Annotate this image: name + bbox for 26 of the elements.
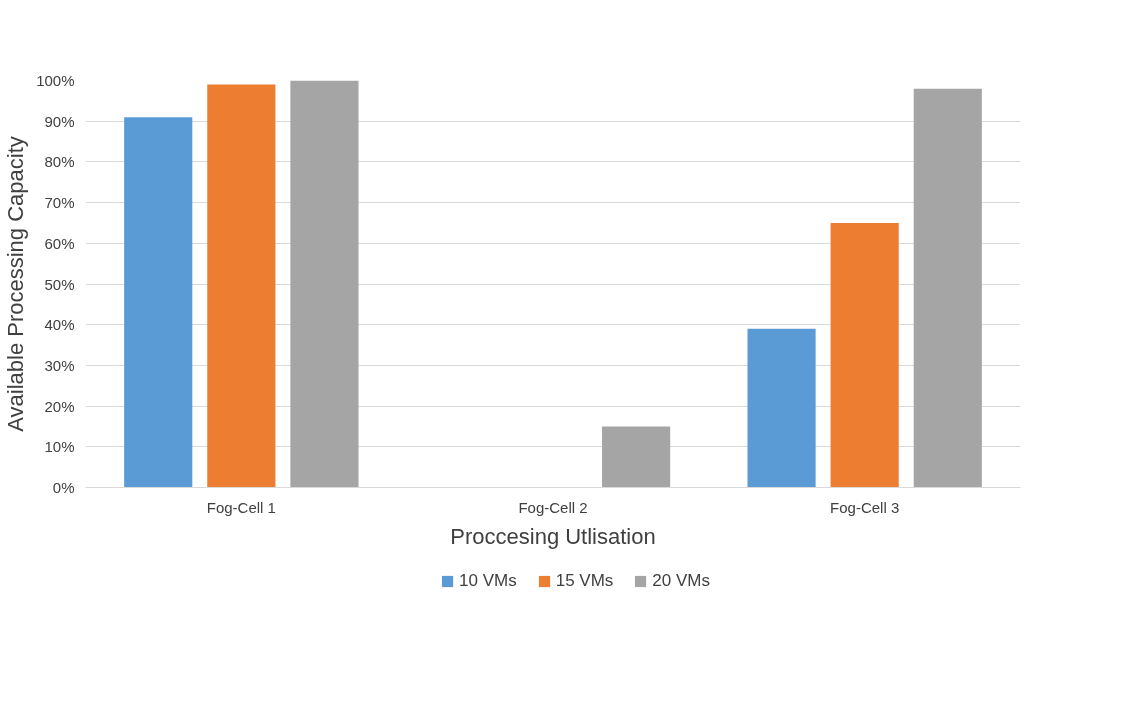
bar [124,117,193,488]
legend-label: 15 VMs [555,571,614,591]
y-tick-label: 70% [44,194,75,212]
y-tick-label: 0% [52,479,75,496]
legend-label: 20 VMs [652,571,710,591]
y-tick-label: 100% [36,72,75,89]
x-axis-title: Proccesing Utlisation [450,523,656,549]
bar [747,328,816,488]
x-tick-label: Fog-Cell 3 [830,498,900,516]
bar [207,84,276,488]
legend-label: 10 VMs [459,571,517,591]
y-tick-label: 50% [44,275,75,293]
y-tick-label: 20% [44,397,75,415]
y-tick-label: 10% [44,438,75,456]
y-tick-label: 30% [44,356,75,374]
y-tick-label: 90% [44,112,75,130]
x-tick-label: Fog-Cell 2 [518,498,588,516]
y-tick-label: 40% [44,316,75,334]
y-axis-title: Available Processing Capacity [3,136,29,432]
y-tick-label: 80% [44,153,75,171]
bar [290,80,359,488]
x-tick-label: Fog-Cell 1 [206,498,276,516]
bar [913,88,982,488]
bar [830,222,899,488]
bar [602,426,671,488]
y-tick-label: 60% [44,234,75,252]
